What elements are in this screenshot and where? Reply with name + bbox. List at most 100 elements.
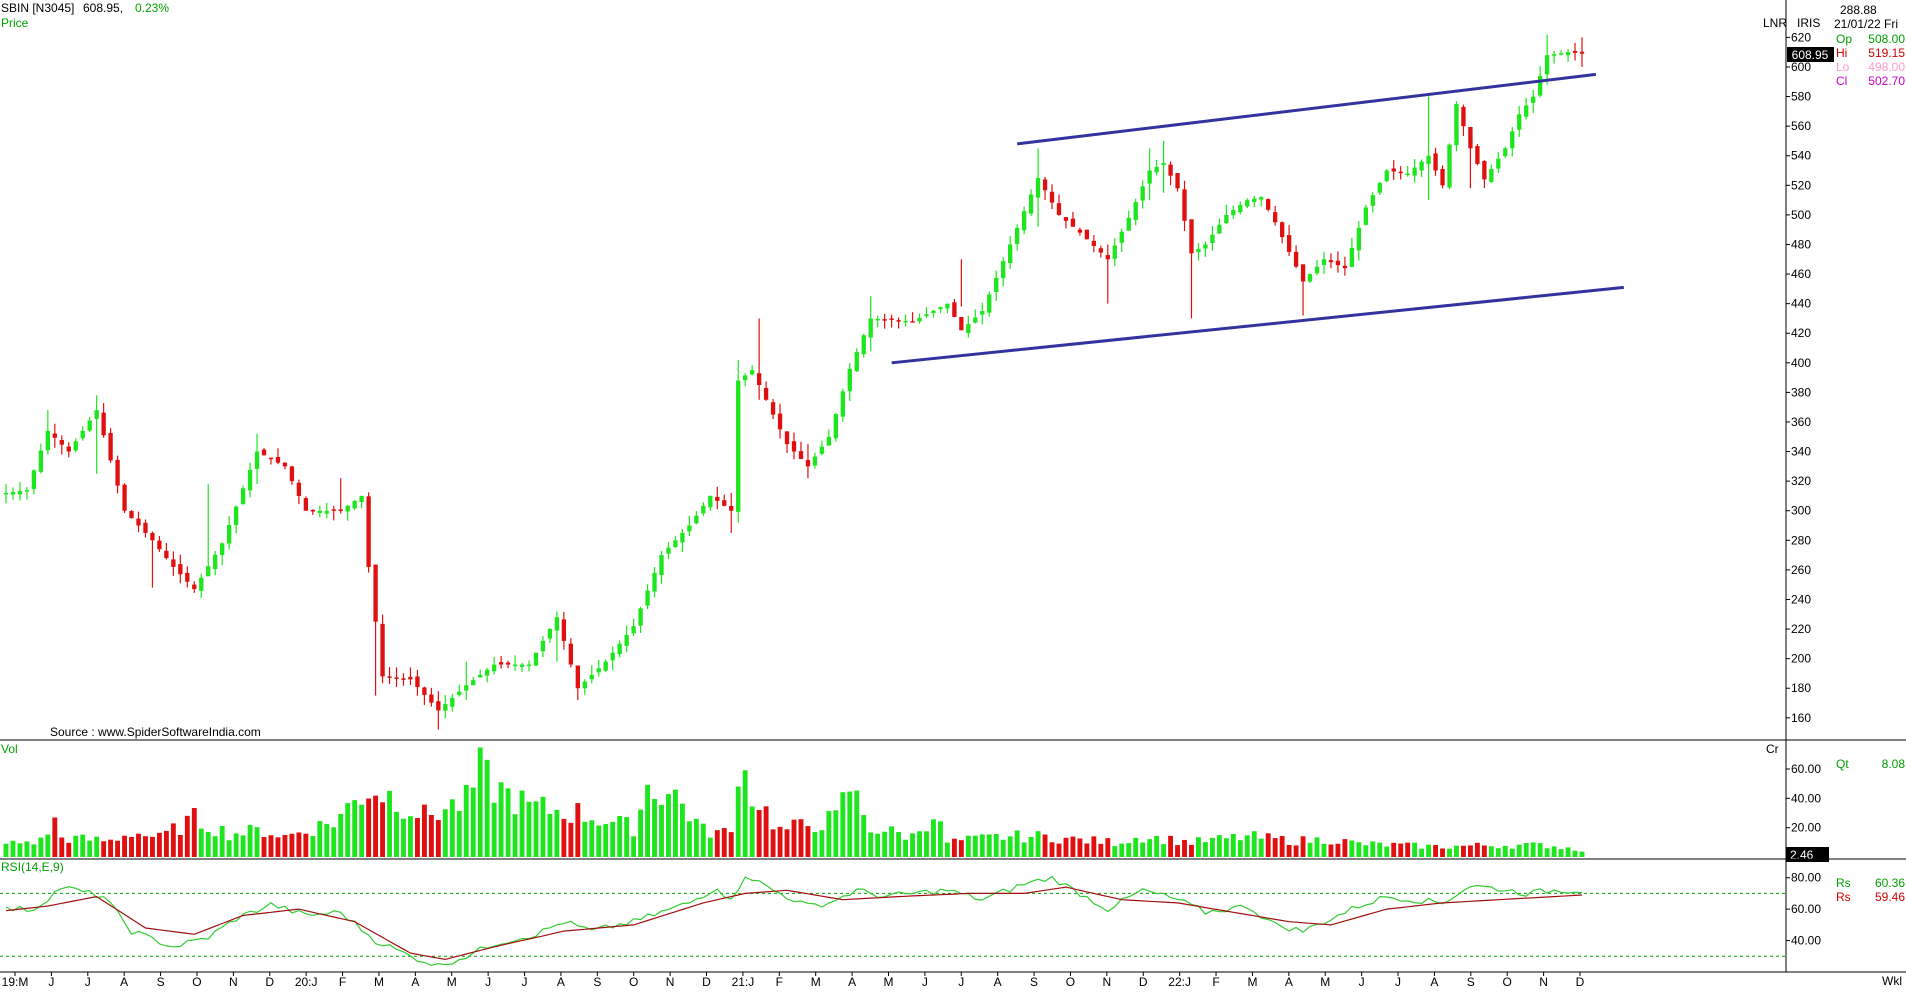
rsi-readout-1-value: 60.36 (1875, 876, 1905, 890)
volume-bar (1328, 844, 1334, 857)
candle-body (763, 387, 769, 400)
volume-bar (917, 831, 922, 857)
volume-bar (721, 827, 727, 857)
volume-bar (861, 815, 867, 857)
volume-bar (1300, 836, 1306, 857)
volume-bar (805, 826, 811, 857)
volume-bar (317, 821, 323, 857)
volume-bar (177, 835, 183, 857)
volume-tag: 2.46 (1790, 848, 1814, 862)
volume-bar (94, 836, 100, 857)
candle-body (1544, 55, 1550, 75)
volume-bar (1537, 843, 1543, 857)
trendline-lower[interactable] (891, 285, 1624, 365)
volume-bar (3, 843, 9, 857)
volume-bar (303, 833, 309, 857)
candle-body (164, 550, 169, 559)
volume-bar (903, 839, 909, 857)
scale-label-lnr[interactable]: LNR (1763, 16, 1787, 30)
ohlc-close-value: 502.70 (1868, 74, 1905, 88)
volume-bar (561, 818, 567, 857)
price-tick-label: 300 (1791, 504, 1811, 518)
volume-bar (540, 796, 546, 857)
candle-body (1224, 214, 1229, 224)
volume-bar (1230, 834, 1236, 857)
candle-body (575, 665, 580, 689)
volume-bar (1467, 845, 1473, 857)
x-tick-label: O (1066, 975, 1075, 989)
volume-bar (505, 788, 511, 857)
volume-bar (108, 839, 114, 857)
candle-body (1335, 260, 1341, 266)
price-tick-label: 160 (1791, 711, 1811, 725)
candle-body (540, 640, 546, 652)
candle-body (812, 456, 818, 466)
volume-bar (66, 842, 72, 857)
x-tick-label: A (557, 975, 565, 989)
candle-body (882, 319, 887, 321)
rsi-readout-1-label: Rs (1836, 876, 1851, 890)
price-tick-label: 200 (1791, 652, 1811, 666)
volume-bar (442, 809, 448, 857)
volume-bar (1049, 842, 1055, 857)
volume-bar (359, 804, 365, 857)
volume-bar (275, 837, 281, 857)
candle-body (24, 490, 30, 492)
volume-bar (819, 830, 825, 857)
price-tick-label: 480 (1791, 237, 1811, 251)
x-tick-label: N (666, 975, 675, 989)
x-tick-label: D (265, 975, 274, 989)
candle-body (994, 277, 999, 292)
volume-bar (554, 809, 560, 857)
volume-bar (575, 803, 581, 857)
candle-body (582, 681, 587, 689)
scale-label-iris[interactable]: IRIS (1797, 16, 1820, 30)
volume-bar (1196, 837, 1201, 857)
volume-bar (868, 832, 874, 857)
candle-body (1307, 274, 1313, 282)
volume-bar (812, 832, 818, 857)
candle-body (533, 652, 539, 666)
candle-body (659, 555, 664, 576)
candle-body (1084, 229, 1090, 240)
volume-bar (993, 834, 999, 857)
volume-bar (10, 840, 16, 857)
volume-bar (840, 792, 846, 857)
candle-body (777, 413, 783, 430)
volume-bar (1523, 843, 1529, 857)
trendline-upper[interactable] (1016, 72, 1597, 146)
candle-body (1147, 170, 1152, 184)
volume-bar (1509, 848, 1515, 857)
x-tick-label: A (848, 975, 856, 989)
volume-qt-label: Qt (1836, 757, 1849, 771)
candle-body (1328, 260, 1334, 263)
price-tick-label: 220 (1791, 622, 1811, 636)
candle-body (708, 495, 713, 508)
volume-bar (170, 823, 176, 857)
volume-bar (610, 821, 616, 857)
candle-body (1245, 200, 1250, 207)
x-tick-label: O (629, 975, 638, 989)
x-tick-label: A (1430, 975, 1438, 989)
candle-body (1098, 248, 1103, 253)
ohlc-open-value: 508.00 (1868, 32, 1905, 46)
volume-bar (324, 824, 330, 857)
candle-body (1133, 202, 1138, 221)
volume-bar (470, 787, 476, 857)
period-label[interactable]: Wkl (1882, 974, 1902, 988)
candle-body (108, 433, 113, 461)
candle-body (770, 402, 776, 415)
volume-bar (1216, 835, 1222, 857)
candle-body (666, 547, 671, 554)
ohlc-open-label: Op (1836, 32, 1852, 46)
volume-bar (1572, 850, 1578, 857)
volume-bar (38, 837, 44, 857)
candle-body (408, 676, 413, 680)
volume-bar (1091, 836, 1097, 857)
x-tick-label: J (958, 975, 964, 989)
candle-body (617, 643, 622, 655)
volume-bar (1363, 845, 1369, 857)
candle-body (931, 310, 936, 313)
candle-body (917, 317, 922, 322)
